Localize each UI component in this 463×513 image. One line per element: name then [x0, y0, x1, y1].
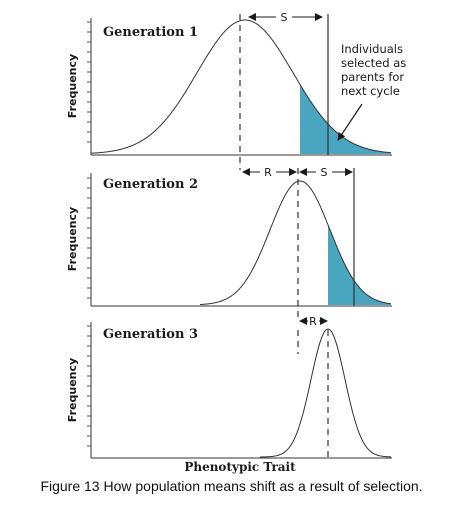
distribution-curve-2 [199, 180, 392, 306]
annotation-line-1: Individuals [341, 42, 403, 56]
x-axis-label: Phenotypic Trait [184, 460, 296, 474]
panel-generation-1: Generation 1 Frequency S Individuals sel… [66, 11, 406, 170]
y-axis-label-2: Frequency [66, 207, 79, 271]
y-ticks-1 [87, 21, 91, 143]
r-label-2: R [264, 166, 272, 179]
annotation-line-3: parents for [341, 70, 404, 84]
selection-figure: Generation 1 Frequency S Individuals sel… [66, 11, 406, 474]
distribution-curve-3 [259, 328, 392, 458]
s-label-2: S [321, 166, 328, 179]
panel-generation-2: Generation 2 Frequency R S [66, 166, 392, 322]
y-ticks-3 [87, 325, 91, 447]
panel-title-2: Generation 2 [103, 177, 198, 192]
r-label-3: R [309, 315, 317, 328]
annotation-line-2: selected as [341, 56, 406, 70]
panel-title-1: Generation 1 [103, 25, 198, 40]
y-axis-label-1: Frequency [66, 54, 79, 118]
y-ticks-2 [87, 177, 91, 299]
selected-region-1 [300, 84, 391, 154]
selected-region-2 [328, 224, 391, 305]
s-label-1: S [281, 11, 288, 24]
annotation-arrow [337, 103, 363, 141]
panel-title-3: Generation 3 [103, 327, 198, 342]
panel-generation-3: Generation 3 Frequency R [66, 315, 392, 459]
figure-caption: Figure 13 How population means shift as … [40, 478, 423, 494]
annotation-line-4: next cycle [341, 84, 400, 98]
y-axis-label-3: Frequency [66, 358, 79, 422]
